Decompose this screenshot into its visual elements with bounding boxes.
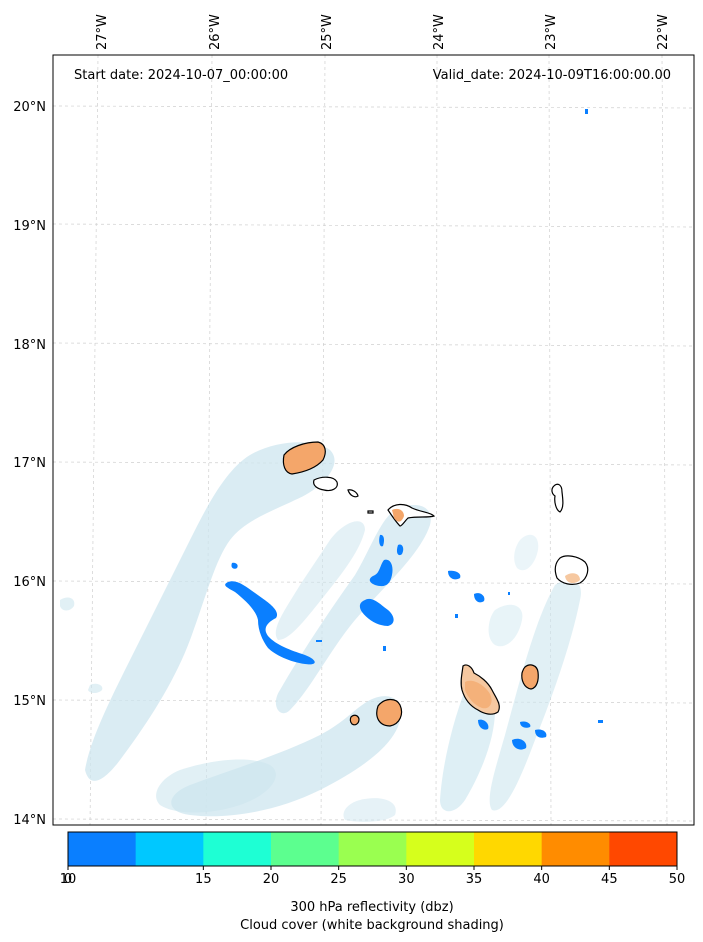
lat-label-14n: 14°N [13,813,46,828]
island-fogo [376,698,403,727]
lat-label-20n: 20°N [13,100,46,115]
cloud-cover-shading [60,442,581,822]
lat-label-19n: 19°N [13,219,46,234]
colorbar-segment [474,832,543,866]
colorbar-segment [271,832,340,866]
lat-label-17n: 17°N [13,456,46,471]
colorbar-segment [541,832,610,866]
reflectivity-patches [225,109,603,750]
colorbar-tick-label: 50 [669,872,686,887]
colorbar-label-line2: Cloud cover (white background shading) [240,918,504,933]
lon-label-22w: 22°W [656,14,671,50]
colorbar-label-line1: 300 hPa reflectivity (dbz) [290,900,453,915]
map-frame [52,54,695,826]
island-boa-vista [554,555,589,585]
valid-date-label: Valid_date: 2024-10-09T16:00:00.00 [433,68,671,83]
colorbar-segment [338,832,407,866]
island-sal [551,483,564,513]
colorbar-segment [609,832,678,866]
colorbar-tick-label: 40 [533,872,550,887]
colorbar-tick-label: 30 [398,872,415,887]
island-santa-luzia [347,489,359,498]
colorbar-tick-label: 15 [195,872,212,887]
island-maio [521,664,539,690]
colorbar-segment [135,832,204,866]
colorbar-tick-label: 0 [64,872,72,887]
lat-label-18n: 18°N [13,338,46,353]
lon-label-27w: 27°W [95,14,110,50]
colorbar [68,832,678,866]
lon-label-24w: 24°W [432,14,447,50]
colorbar-ticks: 010 15 20 25 30 35 40 45 50 [60,866,686,887]
island-brava [349,714,360,726]
colorbar-tick-label: 35 [466,872,483,887]
colorbar-tick-label: 10 [60,872,77,887]
colorbar-segment [68,832,137,866]
colorbar-segment [203,832,272,866]
colorbar-tick-label: 25 [330,872,347,887]
island-sao-vicente [313,476,338,492]
colorbar-tick-label: 20 [263,872,280,887]
lon-label-23w: 23°W [544,14,559,50]
colorbar-frame [67,831,678,867]
colorbar-segment [406,832,475,866]
lon-label-25w: 25°W [320,14,335,50]
island-santo-antao [282,441,326,475]
island-raso [367,510,374,514]
lat-label-15n: 15°N [13,694,46,709]
lat-label-16n: 16°N [13,575,46,590]
colorbar-tick-label: 45 [601,872,618,887]
start-date-label: Start date: 2024-10-07_00:00:00 [74,68,288,83]
lon-label-26w: 26°W [208,14,223,50]
islands [282,441,589,727]
